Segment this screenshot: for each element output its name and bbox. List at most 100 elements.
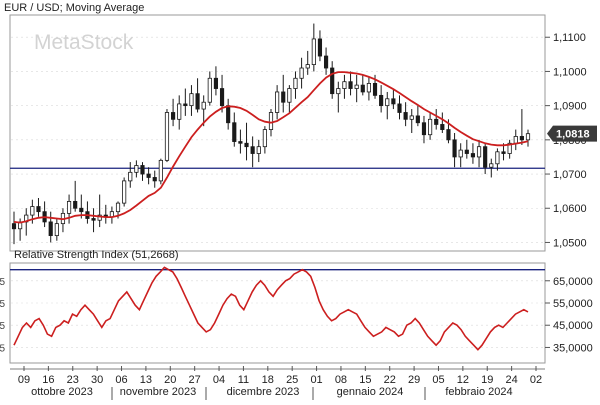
rsi-y-tick-label: 65,0000 <box>553 276 593 288</box>
candle-body-up <box>287 88 292 103</box>
x-day-label: 06 <box>115 374 127 386</box>
candle-body-down <box>330 67 335 95</box>
candle-body-down <box>391 98 396 105</box>
x-day-label: 27 <box>189 374 201 386</box>
candle-body-down <box>403 112 408 120</box>
candle-body-down <box>11 223 17 230</box>
x-day-label: 08 <box>335 374 347 386</box>
candle-body-down <box>452 139 457 158</box>
candle-body-down <box>317 38 323 57</box>
candle-body-down <box>152 177 157 182</box>
rsi-left-tick-label: 65 <box>0 277 6 288</box>
x-day-label: 12 <box>457 374 469 386</box>
x-day-label: 20 <box>164 374 176 386</box>
x-day-label: 18 <box>262 374 274 386</box>
candle-body-up <box>30 206 35 216</box>
candle-body-down <box>250 146 255 154</box>
x-day-label: 09 <box>18 374 30 386</box>
moving-average-series <box>13 71 529 224</box>
candle-body-up <box>293 77 298 89</box>
candle-body-down <box>421 122 427 136</box>
last-price-tag: 1,0818 <box>547 125 597 142</box>
rsi-series <box>13 266 529 351</box>
candle-body-down <box>79 207 84 213</box>
candle-body-up <box>428 118 433 136</box>
candle-body-down <box>379 94 384 107</box>
x-day-label: 24 <box>505 374 517 386</box>
candle-body-up <box>54 223 59 237</box>
candle-body-up <box>305 64 310 69</box>
candle-body-down <box>171 112 176 120</box>
candle-body-down <box>360 84 365 93</box>
candle-body-down <box>372 83 378 96</box>
x-day-label: 16 <box>42 374 54 386</box>
candle-body-down <box>226 105 231 124</box>
candle-body-up <box>97 214 102 221</box>
candle-body-down <box>323 55 329 69</box>
candle-body-up <box>366 83 371 93</box>
candle-body-up <box>66 201 72 214</box>
candle-body-down <box>501 151 506 154</box>
candle-body-down <box>48 221 53 237</box>
candle-body-down <box>140 165 145 175</box>
rsi-panel-frame <box>9 262 546 364</box>
x-month-label: gennaio 2024 <box>337 386 404 398</box>
price-y-tick-label: 1,0500 <box>553 237 587 249</box>
price-chart-title: EUR / USD; Moving Average <box>4 2 144 14</box>
price-y-tick-label: 1,0900 <box>553 101 587 113</box>
candle-body-down <box>232 122 237 142</box>
candle-body-up <box>476 146 482 158</box>
candle-body-down <box>238 141 243 144</box>
candle-body-down <box>519 136 524 141</box>
candle-body-up <box>275 91 280 113</box>
candle-body-up <box>299 67 304 79</box>
candle-body-down <box>281 91 286 103</box>
candle-body-up <box>458 149 463 158</box>
rsi-line <box>13 266 529 351</box>
candle-body-down <box>195 93 200 110</box>
candle-body-up <box>189 93 194 107</box>
rsi-left-tick-label: 55 <box>0 299 6 310</box>
x-day-label: 23 <box>67 374 79 386</box>
x-day-label: 02 <box>530 374 542 386</box>
candle-body-up <box>207 77 212 103</box>
candle-body-down <box>244 142 249 148</box>
candle-body-up <box>164 112 170 161</box>
candle-body-down <box>219 88 225 107</box>
moving-average-line <box>13 71 529 224</box>
candle-body-up <box>342 81 347 89</box>
candle-body-down <box>36 206 41 213</box>
x-day-label: 05 <box>432 374 444 386</box>
rsi-y-tick-label: 45,0000 <box>553 320 593 332</box>
candle-body-up <box>385 98 390 107</box>
candle-body-up <box>177 103 182 120</box>
x-day-label: 15 <box>359 374 371 386</box>
candle-body-down <box>440 124 445 130</box>
candle-body-down <box>213 77 219 89</box>
x-day-label: 13 <box>140 374 152 386</box>
candle-body-up <box>495 151 500 165</box>
candle-body-down <box>91 218 96 221</box>
rsi-grid <box>11 280 544 348</box>
rsi-chart-title: Relative Strength Index (51,2668) <box>14 249 179 261</box>
candle-body-up <box>256 146 261 154</box>
x-day-label: 11 <box>238 374 249 386</box>
candle-body-down <box>470 153 476 158</box>
candle-body-down <box>183 103 188 107</box>
x-month-label: dicembre 2023 <box>227 386 300 398</box>
price-y-tick-label: 1,0600 <box>553 203 587 215</box>
x-day-label: 01 <box>310 374 322 386</box>
candle-body-up <box>115 202 121 213</box>
candle-body-down <box>73 201 78 209</box>
price-y-tick-label: 1,1100 <box>553 32 586 44</box>
x-day-label: 19 <box>481 374 493 386</box>
rsi-y-tick-label: 35,0000 <box>553 342 593 354</box>
x-month-label: novembre 2023 <box>120 386 196 398</box>
candle-body-down <box>464 149 469 154</box>
candle-body-down <box>146 173 151 178</box>
rsi-y-axis: 35,0000 45,0000 55,0000 65,0000 <box>545 276 593 354</box>
candle-body-up <box>122 180 127 204</box>
last-price-label: 1,0818 <box>556 129 590 141</box>
